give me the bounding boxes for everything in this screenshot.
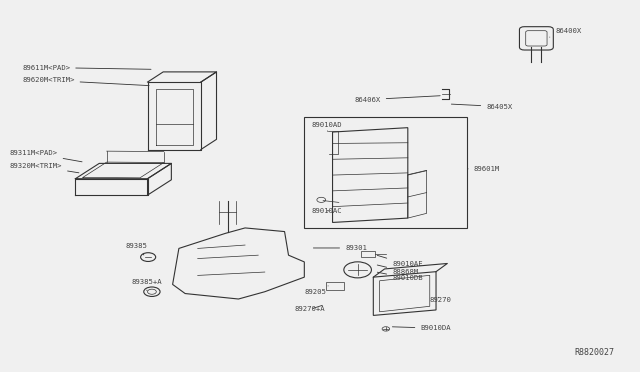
Text: R8820027: R8820027	[575, 348, 615, 357]
Text: 89010DB: 89010DB	[378, 272, 423, 281]
Text: 86405X: 86405X	[451, 103, 513, 109]
Text: 89601M: 89601M	[467, 166, 500, 172]
Text: 89320M<TRIM>: 89320M<TRIM>	[10, 163, 79, 173]
Text: 89010AD: 89010AD	[312, 122, 342, 131]
Text: 86400X: 86400X	[550, 28, 582, 37]
Text: 89611M<PAD>: 89611M<PAD>	[22, 64, 151, 71]
Text: 86406X: 86406X	[355, 96, 440, 103]
Bar	[326, 282, 344, 290]
Text: 88868M: 88868M	[377, 265, 419, 275]
Text: 89385: 89385	[125, 243, 147, 255]
Text: 89270+A: 89270+A	[295, 305, 326, 312]
Bar	[361, 250, 374, 257]
Text: 89270: 89270	[430, 297, 452, 303]
Text: 89385+A: 89385+A	[132, 279, 163, 291]
Text: 89301: 89301	[314, 245, 367, 251]
Text: 89205: 89205	[305, 286, 328, 295]
Text: 89311M<PAD>: 89311M<PAD>	[10, 150, 82, 162]
Text: 89010AE: 89010AE	[377, 255, 423, 267]
Bar	[305, 117, 467, 228]
Text: 89620M<TRIM>: 89620M<TRIM>	[22, 77, 149, 86]
Text: 89010AC: 89010AC	[312, 208, 342, 214]
Text: B9010DA: B9010DA	[392, 325, 451, 331]
